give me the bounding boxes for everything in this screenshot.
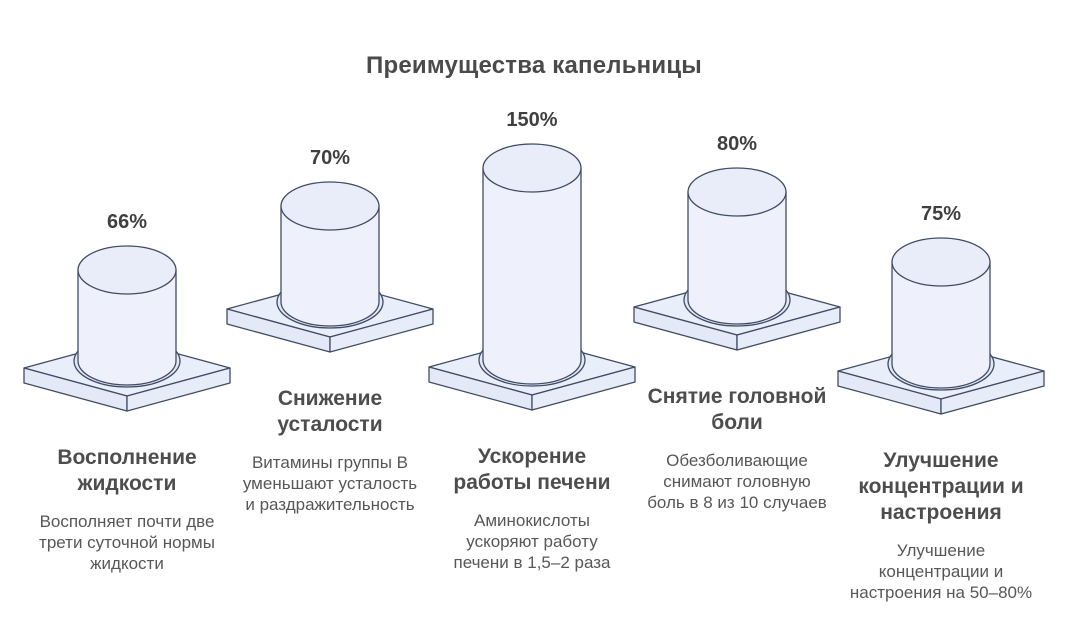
pedestal-right-face	[940, 370, 1045, 415]
pedestal-right-face	[329, 308, 434, 353]
cylinder-body	[891, 261, 991, 389]
benefit-column-mood: 75% Улучшение концентрации и настроения …	[831, 202, 1051, 603]
cylinder-top	[687, 167, 787, 217]
cylinder-chart-svg	[428, 143, 636, 411]
cylinder-top	[280, 181, 380, 231]
benefit-column-headache: 80% Снятие головной боли Обезболивающие …	[627, 132, 847, 513]
benefit-heading: Снятие головной боли	[647, 385, 827, 434]
value-label: 75%	[920, 203, 962, 225]
chart-title: Преимущества капельницы	[366, 52, 702, 79]
value-label: 66%	[106, 211, 148, 233]
benefit-description: Витамины группы В уменьшают усталость и …	[242, 453, 418, 514]
pedestal-right-face	[736, 306, 841, 351]
benefit-column-fluid: 66% Восполнение жидкости Восполняет почт…	[17, 210, 237, 574]
benefit-heading: Восполнение жидкости	[57, 446, 197, 495]
benefit-description: Восполняет почти две трети суточной норм…	[39, 512, 215, 573]
cylinder-chart-svg	[226, 181, 434, 353]
cylinder-pedestal-graphic	[17, 242, 237, 413]
cylinder-body	[77, 269, 177, 386]
pedestal-right-face	[126, 367, 231, 412]
cylinder-pedestal-graphic	[220, 178, 440, 354]
benefit-heading: Снижение усталости	[277, 387, 383, 436]
benefit-description: Обезболивающие снимают головную боль в 8…	[647, 451, 827, 512]
cylinder-pedestal-graphic	[831, 234, 1051, 416]
cylinder-body	[687, 191, 787, 325]
cylinder-pedestal-graphic	[422, 140, 642, 412]
cylinder-body	[280, 205, 380, 327]
benefit-heading: Ускорение работы печени	[453, 445, 611, 494]
cylinder-body	[482, 167, 582, 385]
cylinder-top	[891, 237, 991, 287]
benefit-description: Улучшение концентрации и настроения на 5…	[849, 541, 1033, 602]
cylinder-top	[77, 245, 177, 295]
benefit-description: Аминокислоты ускоряют работу печени в 1,…	[453, 511, 611, 572]
cylinder-chart-svg	[633, 167, 841, 351]
cylinder-top	[482, 143, 582, 193]
cylinder-pedestal-graphic	[627, 164, 847, 352]
cylinder-chart-svg	[23, 245, 231, 412]
benefit-column-fatigue: 70% Снижение усталости Витамины группы В…	[220, 146, 440, 515]
benefit-column-liver: 150% Ускорение работы печени Аминокислот…	[422, 108, 642, 573]
value-label: 80%	[716, 133, 758, 155]
value-label: 150%	[506, 109, 558, 131]
pedestal-right-face	[531, 366, 636, 411]
cylinder-chart-svg	[837, 237, 1045, 415]
value-label: 70%	[309, 147, 351, 169]
benefit-heading: Улучшение концентрации и настроения	[858, 449, 1024, 524]
